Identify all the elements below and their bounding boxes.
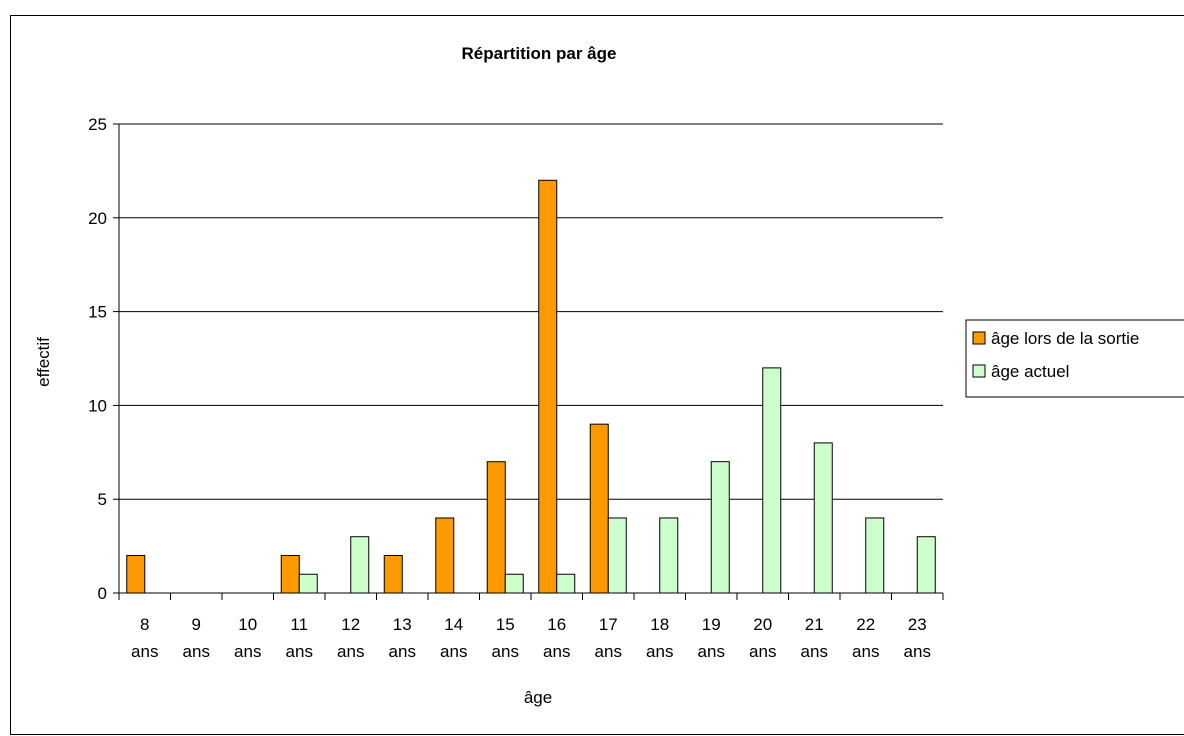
bar-sortie (383, 554, 403, 594)
bar-actuel (298, 573, 318, 594)
bar-actuel (659, 517, 679, 594)
axes (118, 124, 944, 600)
y-tick-label: 15 (88, 303, 107, 322)
x-tick-label-unit: ans (801, 642, 828, 661)
bar-sortie (538, 179, 558, 594)
bar-chart: Répartition par âge 0 5 10 15 20 25 8 ans 9 ans 1… (34, 44, 1184, 707)
x-tick-labels: 8 ans 9 ans 10 ans 11 ans 12 ans 13 ans 14 ans 15 ans 16… (131, 615, 931, 661)
x-tick-label-unit: ans (337, 642, 364, 661)
legend-swatch-sortie (972, 331, 986, 345)
x-tick-label-number: 19 (702, 615, 721, 634)
y-tick-label: 25 (88, 115, 107, 134)
bar-actuel (710, 461, 730, 594)
bar-actuel (762, 367, 782, 594)
legend-label-sortie: âge lors de la sortie (991, 329, 1139, 348)
bar-actuel (607, 517, 627, 594)
x-tick-label-number: 23 (908, 615, 927, 634)
chart-frame: Répartition par âge 0 5 10 15 20 25 8 ans 9 ans 1… (10, 15, 1184, 735)
x-tick-label-unit: ans (131, 642, 158, 661)
x-tick-label-number: 14 (444, 615, 463, 634)
x-tick-label-unit: ans (234, 642, 261, 661)
x-tick-label-unit: ans (595, 642, 622, 661)
x-tick-label-number: 13 (393, 615, 412, 634)
x-tick-label-number: 22 (856, 615, 875, 634)
bar-actuel (916, 536, 936, 594)
x-tick-label-number: 10 (238, 615, 257, 634)
x-tick-label-number: 8 (140, 615, 149, 634)
y-tick-label: 20 (88, 209, 107, 228)
x-tick-label-number: 9 (192, 615, 201, 634)
x-tick-label-unit: ans (749, 642, 776, 661)
bar-actuel (865, 517, 885, 594)
x-tick-label-unit: ans (286, 642, 313, 661)
x-tick-label-unit: ans (440, 642, 467, 661)
bar-sortie (280, 554, 300, 594)
x-tick-label-number: 21 (805, 615, 824, 634)
x-axis-title: âge (524, 688, 552, 707)
chart-title: Répartition par âge (462, 44, 617, 63)
x-tick-label-unit: ans (698, 642, 725, 661)
x-tick-label-number: 12 (341, 615, 360, 634)
bars (126, 179, 936, 594)
y-axis-title: effectif (34, 337, 53, 387)
x-tick-label-unit: ans (492, 642, 519, 661)
bar-actuel (504, 573, 524, 594)
x-tick-label-number: 11 (290, 615, 308, 634)
x-tick-label-unit: ans (852, 642, 879, 661)
bar-sortie (589, 423, 609, 594)
bar-sortie (126, 554, 146, 594)
x-tick-label-number: 15 (496, 615, 515, 634)
x-tick-label-unit: ans (904, 642, 931, 661)
legend: âge lors de la sortie âge actuel (965, 319, 1184, 398)
bar-sortie (486, 461, 506, 594)
y-tick-label: 10 (88, 396, 107, 415)
x-tick-label-number: 18 (650, 615, 669, 634)
x-tick-label-unit: ans (646, 642, 673, 661)
y-tick-labels: 0 5 10 15 20 25 (88, 115, 107, 603)
x-tick-label-unit: ans (389, 642, 416, 661)
legend-box (965, 319, 1184, 398)
legend-swatch-actuel (972, 364, 986, 378)
bar-actuel (813, 442, 833, 594)
x-tick-label-number: 17 (599, 615, 618, 634)
y-tick-label: 0 (98, 584, 107, 603)
gridlines (113, 123, 943, 594)
bar-actuel (556, 573, 576, 594)
bar-sortie (435, 517, 455, 594)
x-tick-label-unit: ans (183, 642, 210, 661)
legend-label-actuel: âge actuel (991, 362, 1069, 381)
x-tick-label-unit: ans (543, 642, 570, 661)
x-tick-label-number: 20 (753, 615, 772, 634)
y-tick-label: 5 (98, 490, 107, 509)
x-tick-label-number: 16 (547, 615, 566, 634)
bar-actuel (350, 536, 370, 594)
